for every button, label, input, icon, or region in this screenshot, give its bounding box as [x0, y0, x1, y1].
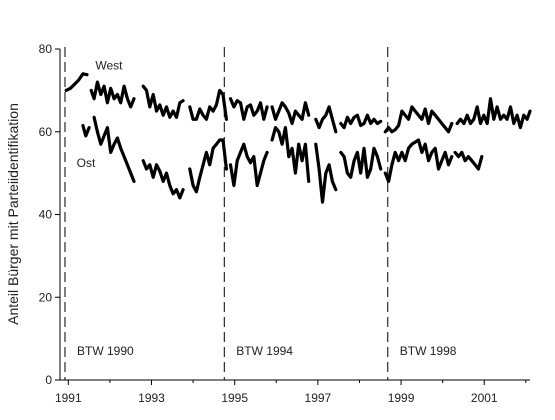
series-line-segment	[89, 80, 136, 109]
series-line-segment	[228, 142, 269, 188]
series-line-segment	[228, 97, 269, 121]
series-line-segment	[64, 72, 89, 93]
series-line-segment	[270, 101, 311, 126]
x-tick-label: 1991	[55, 391, 82, 405]
y-tick-label: 80	[39, 42, 53, 56]
series-ost	[81, 115, 484, 204]
y-tick-label: 40	[39, 208, 53, 222]
series-line-segment	[453, 150, 484, 171]
series-line-segment	[270, 125, 311, 183]
election-markers: BTW 1990 BTW 1994 BTW 1998	[64, 47, 457, 380]
x-tick-label: 1999	[388, 391, 415, 405]
series-line-segment	[314, 105, 338, 134]
series-line-segment	[141, 84, 185, 119]
x-tick-label: 1993	[138, 391, 165, 405]
series-label: West	[95, 59, 123, 73]
series-west	[64, 72, 532, 134]
y-axis: 0 20 40 60 80	[39, 42, 61, 387]
series-line-segment	[92, 115, 136, 183]
series-line-segment	[188, 88, 228, 121]
y-axis-title: Anteil Bürger mit Parteiidentifikation	[5, 103, 21, 325]
x-tick-label: 1995	[221, 391, 248, 405]
series-line-segment	[339, 113, 383, 130]
series-line-segment	[455, 97, 532, 130]
series-line-segment	[141, 159, 185, 200]
series-line-segment	[383, 105, 454, 134]
series-line-segment	[383, 138, 454, 183]
election-label: BTW 1990	[77, 344, 134, 358]
x-tick-label: 1997	[305, 391, 332, 405]
series-line-segment	[339, 146, 383, 179]
x-axis: 1991 1993 1995 1997 1999 2001	[55, 379, 530, 405]
x-tick-label: 2001	[471, 391, 498, 405]
election-label: BTW 1994	[236, 344, 293, 358]
series-line-segment	[81, 123, 91, 138]
y-tick-label: 0	[45, 373, 52, 387]
series-lines	[64, 72, 532, 204]
y-tick-label: 60	[39, 125, 53, 139]
series-line-segment	[188, 138, 228, 194]
annotations: West Ost	[77, 59, 124, 170]
series-line-segment	[314, 142, 338, 204]
y-tick-label: 20	[39, 290, 53, 304]
election-label: BTW 1998	[400, 344, 457, 358]
series-label: Ost	[77, 156, 96, 170]
